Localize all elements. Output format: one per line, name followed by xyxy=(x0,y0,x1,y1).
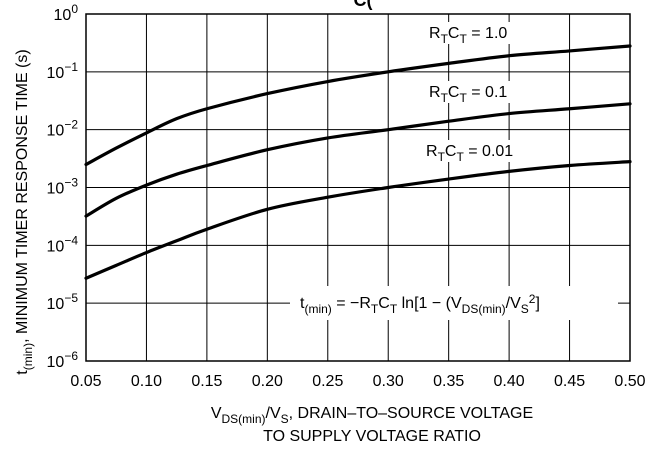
series-line-0 xyxy=(84,44,632,167)
series-line-1 xyxy=(84,102,632,218)
x-tick-label: 0.45 xyxy=(554,373,585,390)
y-tick-label: 10−5 xyxy=(47,291,79,313)
plot-frame xyxy=(85,13,631,362)
x-tick-label: 0.30 xyxy=(373,373,404,390)
formula-box xyxy=(290,286,618,320)
y-tick-label: 10−3 xyxy=(47,176,79,198)
y-tick-label: 10−4 xyxy=(47,233,79,255)
y-tick-label: 100 xyxy=(54,2,79,24)
y-tick-label: 10−6 xyxy=(47,349,79,371)
series-label-1: RTCT = 0.1 xyxy=(429,84,507,105)
x-tick-label: 0.15 xyxy=(191,373,222,390)
series-label-0: RTCT = 1.0 xyxy=(429,25,507,46)
series-labels: RTCT = 1.0 RTCT = 0.1 RTCT = 0.01 xyxy=(422,22,541,164)
y-tick-label: 10−2 xyxy=(47,118,79,140)
y-axis-title: t(min), MINIMUM TIMER RESPONSE TIME (s) xyxy=(14,49,35,374)
x-tick-label: 0.05 xyxy=(70,373,101,390)
y-tick-labels: 10−6 10−5 10−4 10−3 10−2 10−1 100 xyxy=(47,2,79,371)
x-tick-labels: 0.05 0.10 0.15 0.20 0.25 0.30 0.35 0.40 0.45 0.50 xyxy=(70,373,645,390)
series-label-bg xyxy=(425,81,541,103)
x-axis-title-line1: VDS(min)/VS, DRAIN–TO–SOURCE VOLTAGE xyxy=(211,405,533,426)
series-label-bg xyxy=(425,22,541,44)
title-fragment: C( xyxy=(354,0,373,10)
series-curves xyxy=(84,44,632,280)
x-tick-label: 0.40 xyxy=(494,373,525,390)
x-tick-label: 0.50 xyxy=(614,373,645,390)
x-tick-label: 0.20 xyxy=(252,373,283,390)
x-axis-title-line2: TO SUPPLY VOLTAGE RATIO xyxy=(263,428,481,445)
formula-annotation: t(min) = −RTCT ln[1 − (VDS(min)/VS2] xyxy=(290,286,618,320)
x-tick-label: 0.10 xyxy=(131,373,162,390)
series-line-2 xyxy=(84,160,632,280)
x-tick-label: 0.25 xyxy=(312,373,343,390)
series-label-2: RTCT = 0.01 xyxy=(426,143,513,164)
y-tick-label: 10−1 xyxy=(47,60,79,82)
x-tick-label: 0.35 xyxy=(433,373,464,390)
formula-text: t(min) = −RTCT ln[1 − (VDS(min)/VS2] xyxy=(300,292,540,316)
series-label-bg xyxy=(422,140,538,162)
